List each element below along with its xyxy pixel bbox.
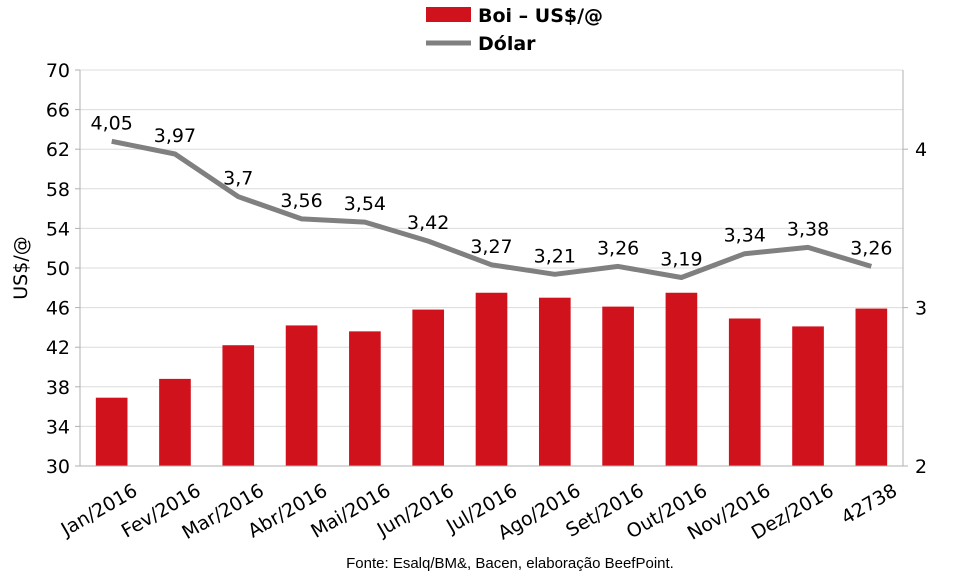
bar bbox=[475, 292, 508, 466]
data-labels: 4,05 3,97 3,7 3,56 3,54 3,42 3,27 3,21 3,26 3,19 3… bbox=[90, 112, 892, 270]
x-axis-ticks: Jan/2016Fev/2016Mar/2016Abr/2016Mai/2016… bbox=[57, 480, 901, 545]
bar bbox=[855, 308, 888, 466]
data-label: 3,27 bbox=[470, 236, 512, 258]
x-tick-label: 42738 bbox=[838, 480, 901, 529]
bar bbox=[728, 318, 761, 466]
y-tick-label: 58 bbox=[46, 179, 70, 201]
data-label: 3,19 bbox=[660, 249, 702, 271]
data-label: 3,54 bbox=[344, 193, 386, 215]
y2-tick-label: 4 bbox=[915, 139, 927, 161]
y-tick-label: 66 bbox=[46, 100, 70, 122]
data-label: 3,26 bbox=[597, 237, 639, 259]
data-label: 3,97 bbox=[154, 125, 196, 147]
data-label: 3,42 bbox=[407, 212, 449, 234]
y2-tick-label: 3 bbox=[915, 298, 927, 320]
y-axis-ticks: 30 34 38 42 46 50 54 58 62 66 70 bbox=[46, 60, 80, 478]
dolar-line bbox=[111, 138, 873, 280]
bar bbox=[285, 325, 318, 466]
data-label: 4,05 bbox=[90, 112, 132, 134]
bar bbox=[159, 378, 191, 466]
data-label: 3,7 bbox=[223, 168, 253, 190]
y-tick-label: 42 bbox=[46, 337, 70, 359]
data-label: 3,26 bbox=[850, 237, 892, 259]
line-series bbox=[111, 138, 873, 280]
y-tick-label: 38 bbox=[46, 377, 70, 399]
y-tick-label: 46 bbox=[46, 298, 70, 320]
data-label: 3,34 bbox=[724, 225, 766, 247]
bar bbox=[602, 306, 634, 466]
bar-series bbox=[95, 292, 888, 466]
legend: Boi – US$/@ Dólar bbox=[426, 5, 603, 55]
y-tick-label: 34 bbox=[46, 416, 70, 438]
data-label: 3,56 bbox=[280, 190, 322, 212]
bar bbox=[349, 331, 381, 466]
y2-axis-ticks: 2 3 4 bbox=[903, 139, 927, 478]
bar bbox=[538, 297, 571, 466]
bar bbox=[665, 292, 698, 466]
legend-label-dolar: Dólar bbox=[478, 33, 536, 55]
y-tick-label: 62 bbox=[46, 139, 70, 161]
legend-swatch-boi bbox=[426, 7, 471, 22]
y-tick-label: 54 bbox=[46, 218, 70, 240]
y-tick-label: 50 bbox=[46, 258, 70, 280]
y2-tick-label: 2 bbox=[915, 456, 927, 478]
source-note: Fonte: Esalq/BM&, Bacen, elaboração Beef… bbox=[346, 555, 674, 572]
bar bbox=[792, 326, 824, 466]
y-tick-label: 70 bbox=[46, 60, 70, 82]
data-label: 3,21 bbox=[534, 245, 576, 267]
legend-label-boi: Boi – US$/@ bbox=[478, 5, 603, 27]
bar bbox=[222, 345, 255, 466]
bar bbox=[95, 397, 128, 466]
y-axis-title: US$/@ bbox=[10, 236, 32, 299]
data-label: 3,38 bbox=[787, 218, 829, 240]
bar bbox=[412, 309, 445, 466]
y-tick-label: 30 bbox=[46, 456, 70, 478]
